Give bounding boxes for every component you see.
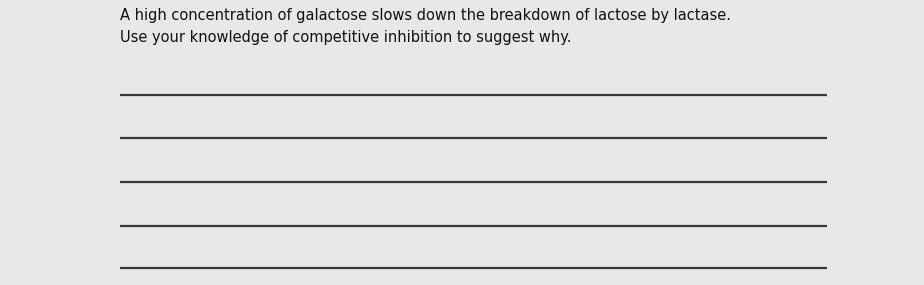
Text: Use your knowledge of competitive inhibition to suggest why.: Use your knowledge of competitive inhibi… [120, 30, 572, 45]
Text: A high concentration of galactose slows down the breakdown of lactose by lactase: A high concentration of galactose slows … [120, 8, 731, 23]
